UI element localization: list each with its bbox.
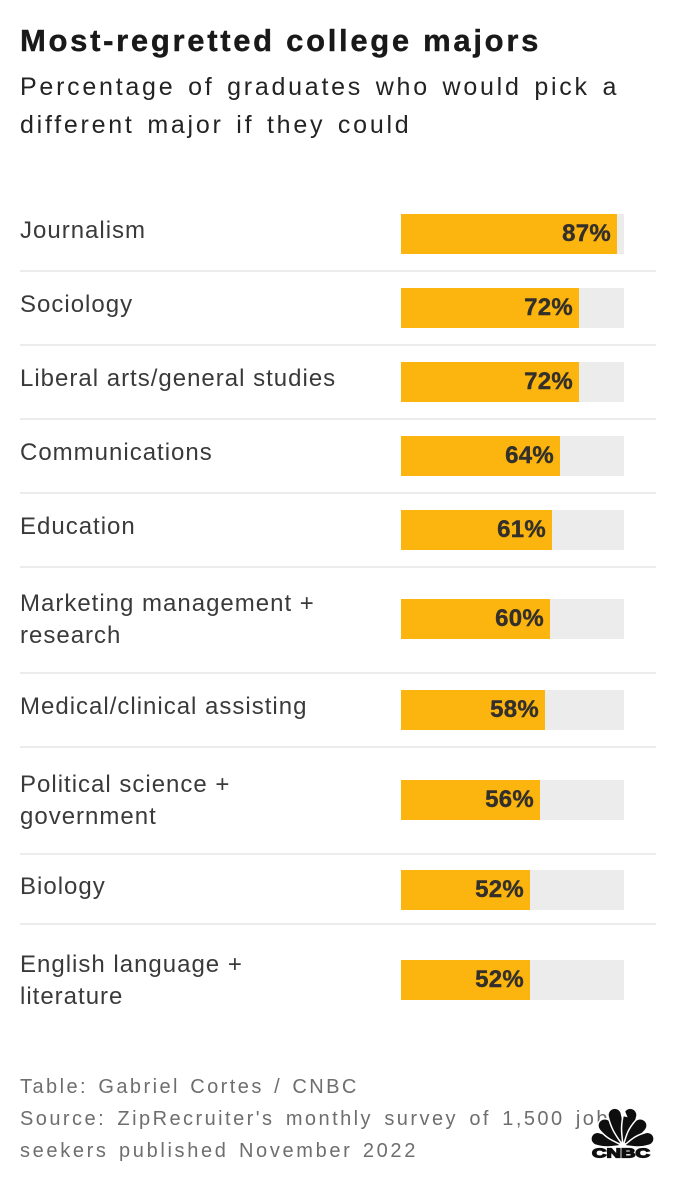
svg-text:CNBC: CNBC (592, 1146, 651, 1161)
